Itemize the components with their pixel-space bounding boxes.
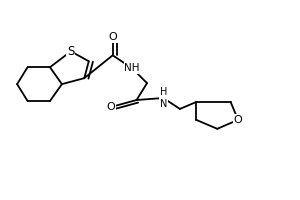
Text: H
N: H N bbox=[160, 87, 167, 109]
Text: O: O bbox=[108, 32, 117, 42]
Text: NH: NH bbox=[124, 63, 140, 73]
Text: O: O bbox=[234, 115, 242, 125]
Text: S: S bbox=[67, 45, 75, 58]
Text: O: O bbox=[107, 102, 116, 112]
